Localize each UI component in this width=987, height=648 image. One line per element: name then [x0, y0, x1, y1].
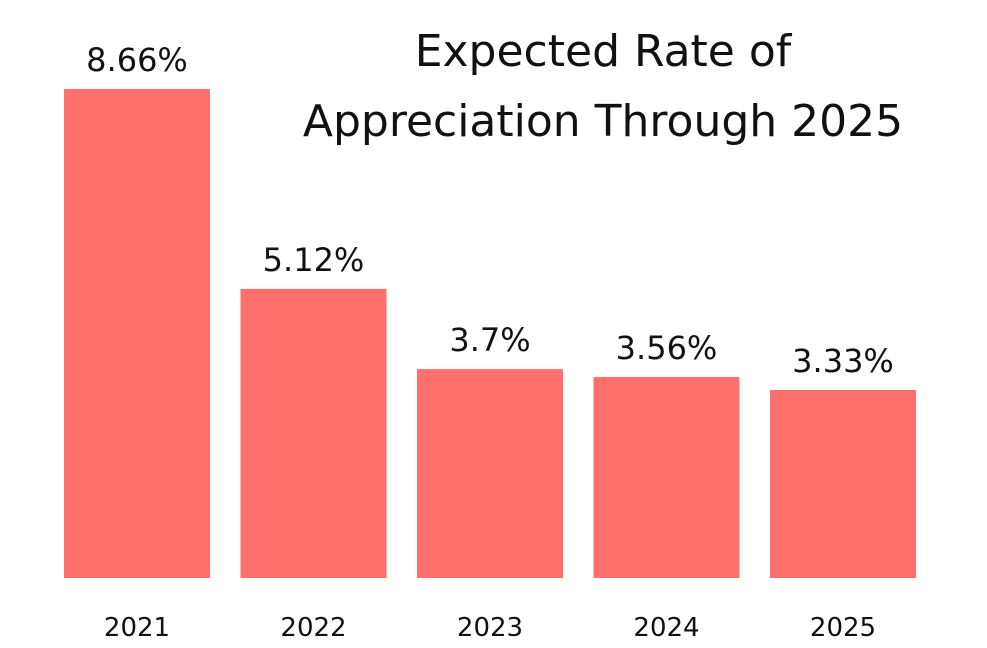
x-tick-labels-group: 2021 2022 2023 2024 2025 [104, 613, 876, 643]
data-label-2024: 3.56% [616, 329, 718, 367]
bar-2024 [593, 377, 740, 578]
chart-title-line-1: Expected Rate of [415, 26, 793, 77]
bar-2022 [240, 288, 387, 578]
data-labels-group: 8.66% 5.12% 3.7% 3.56% 3.33% [86, 41, 894, 380]
bar-2025 [770, 390, 916, 578]
data-label-2023: 3.7% [449, 321, 530, 359]
chart-title-line-2: Appreciation Through 2025 [303, 96, 903, 147]
x-tick-label-2025: 2025 [810, 613, 876, 643]
x-tick-label-2023: 2023 [457, 613, 523, 643]
data-label-2022: 5.12% [263, 241, 365, 279]
bar-2021 [64, 89, 210, 578]
bars-group [64, 89, 916, 578]
x-tick-label-2024: 2024 [633, 613, 699, 643]
bar-2023 [417, 369, 563, 578]
data-label-2025: 3.33% [792, 342, 894, 380]
data-label-2021: 8.66% [86, 41, 188, 79]
x-tick-label-2022: 2022 [280, 613, 346, 643]
x-tick-label-2021: 2021 [104, 613, 170, 643]
